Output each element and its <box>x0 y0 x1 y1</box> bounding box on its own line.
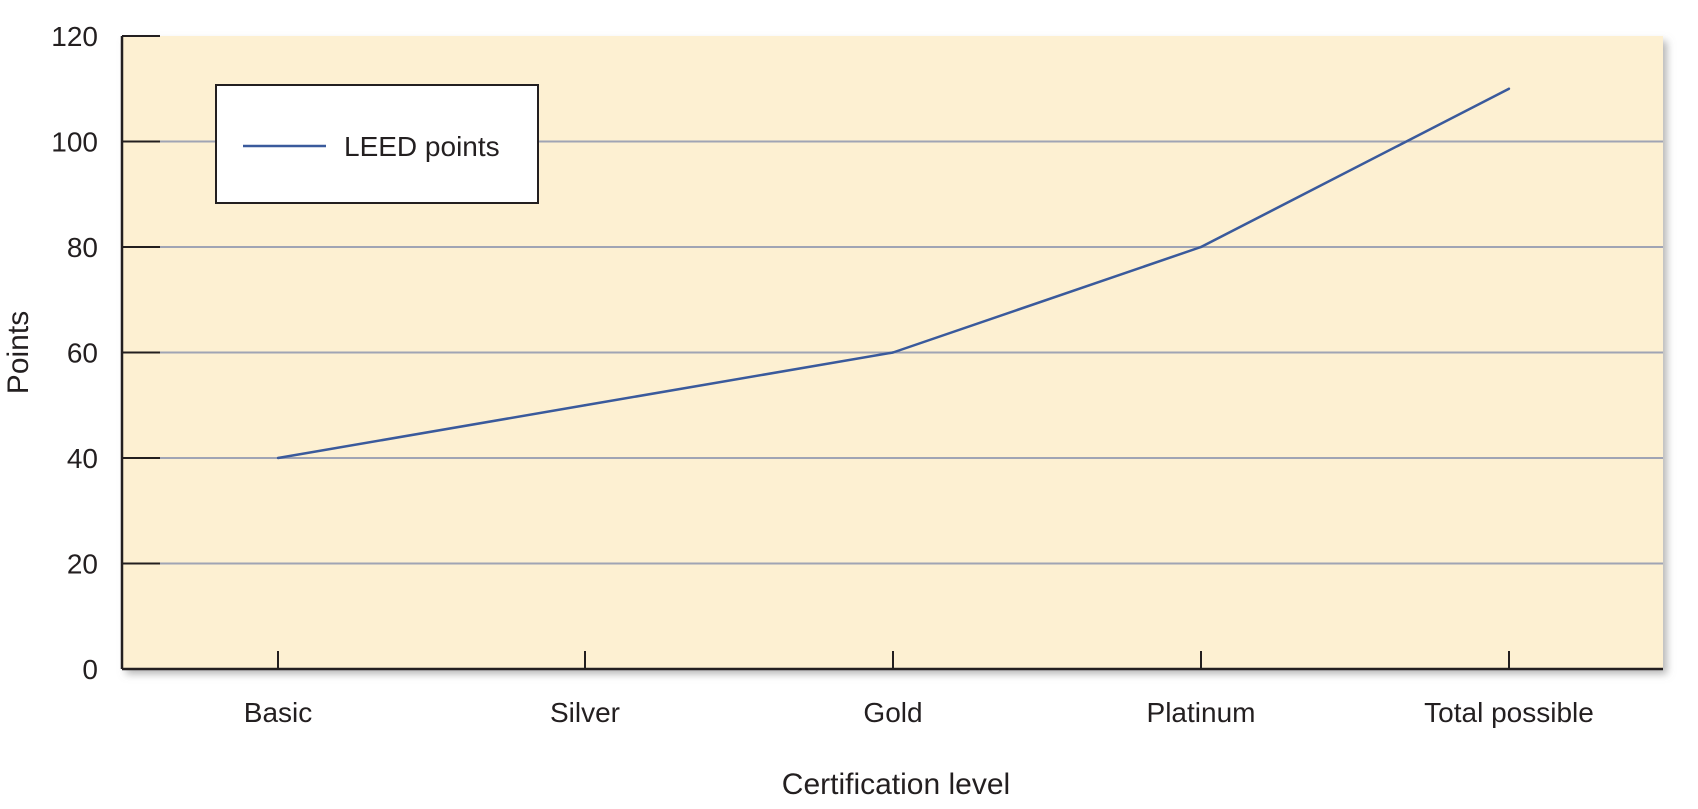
x-tick-label: Platinum <box>1147 697 1256 728</box>
data-point <box>1199 245 1203 249</box>
y-tick-label: 20 <box>67 549 98 580</box>
x-axis-ticks: Basic Silver Gold Platinum Total possible <box>244 651 1594 728</box>
legend-label-leed-points: LEED points <box>344 131 500 162</box>
y-tick-label: 80 <box>67 232 98 263</box>
series-lines <box>276 87 1511 460</box>
y-tick-label: 120 <box>51 21 98 52</box>
y-axis-ticks: 0 20 40 60 80 100 120 <box>51 21 160 685</box>
data-point <box>891 351 895 354</box>
x-axis-title: Certification level <box>782 768 1010 801</box>
y-tick-label: 100 <box>51 127 98 158</box>
x-tick-label: Gold <box>863 697 922 728</box>
data-point <box>276 456 280 460</box>
x-tick-label: Silver <box>550 697 620 728</box>
x-tick-label: Total possible <box>1424 697 1594 728</box>
y-tick-label: 40 <box>67 443 98 474</box>
data-point <box>583 404 587 407</box>
y-tick-label: 0 <box>82 654 98 685</box>
legend-box <box>215 84 539 204</box>
y-tick-label: 60 <box>67 338 98 369</box>
legend: LEED points <box>215 84 539 204</box>
y-axis-title: Points <box>2 311 35 394</box>
data-point <box>1507 87 1511 90</box>
x-tick-label: Basic <box>244 697 312 728</box>
